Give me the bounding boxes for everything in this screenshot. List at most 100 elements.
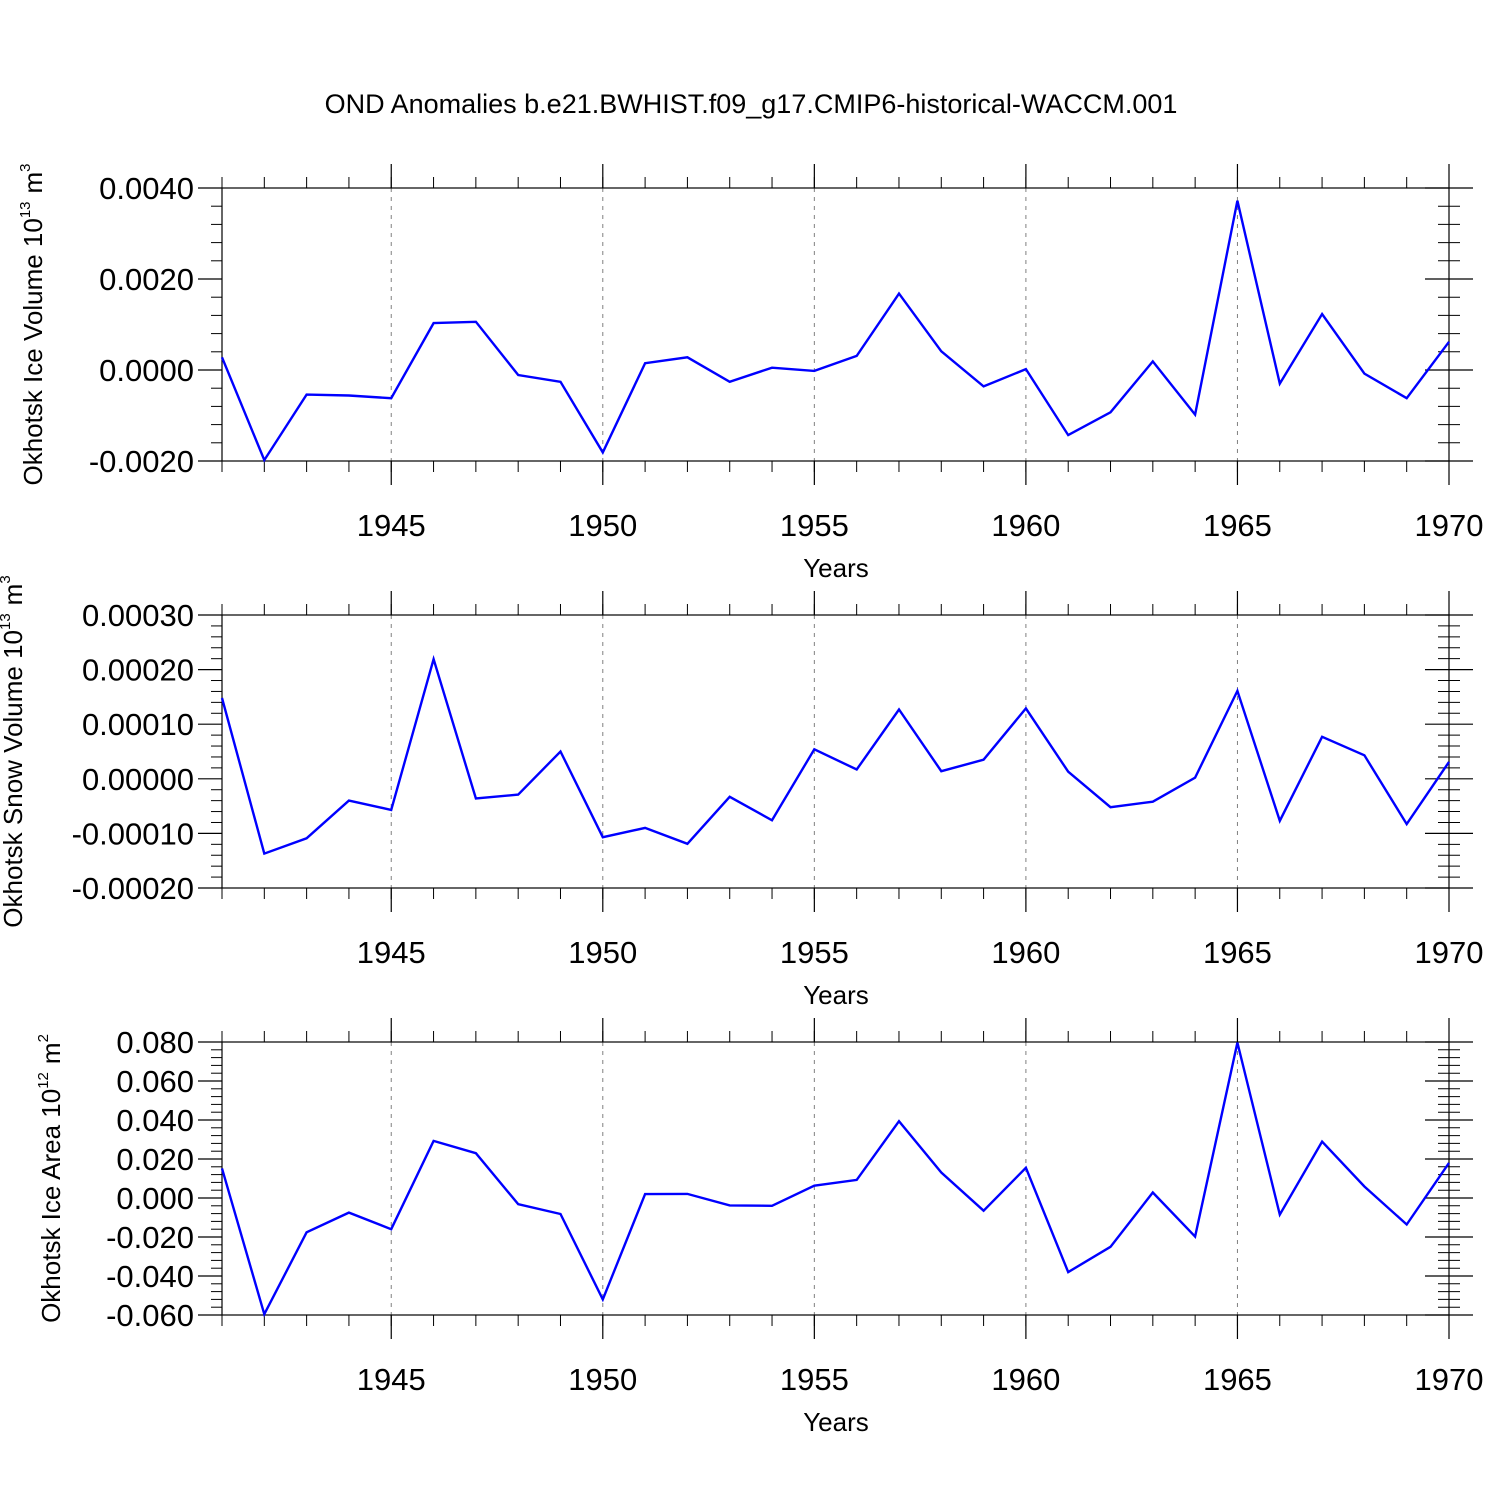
y-axis-title-exponent: 12 <box>35 1072 52 1089</box>
data-point <box>728 795 732 799</box>
y-axis-title-exponent: 13 <box>0 613 14 630</box>
data-point <box>1024 367 1028 371</box>
plot-frame <box>221 614 1450 889</box>
y-tick-label: 0.0040 <box>99 171 194 206</box>
data-point <box>1278 382 1282 386</box>
data-point <box>1151 1191 1155 1195</box>
data-point <box>939 1170 943 1174</box>
y-tick-label: 0.060 <box>116 1064 194 1099</box>
data-point <box>389 808 393 812</box>
x-tick-label: 1955 <box>780 508 849 543</box>
data-point <box>432 1139 436 1143</box>
data-point <box>897 707 901 711</box>
x-axis-title: Years <box>803 980 869 1010</box>
data-point <box>855 1178 859 1182</box>
data-point <box>474 796 478 800</box>
y-tick-label: 0.0000 <box>99 353 194 388</box>
data-point <box>728 380 732 384</box>
data-point <box>220 1166 224 1170</box>
data-point <box>643 1192 647 1196</box>
data-point <box>1278 819 1282 823</box>
x-tick-label: 1960 <box>991 935 1060 970</box>
data-point <box>939 769 943 773</box>
data-point <box>220 355 224 359</box>
y-tick-label: 0.080 <box>116 1025 194 1060</box>
y-axis-title-unit-exponent: 3 <box>17 163 34 171</box>
x-tick-label: 1970 <box>1415 508 1484 543</box>
data-point <box>1066 1270 1070 1274</box>
data-point <box>1066 433 1070 437</box>
data-point <box>305 393 309 397</box>
y-tick-label: -0.060 <box>106 1298 194 1333</box>
data-point <box>685 1192 689 1196</box>
x-tick-label: 1945 <box>357 508 426 543</box>
data-point <box>305 1230 309 1234</box>
x-tick-label: 1945 <box>357 935 426 970</box>
data-point <box>812 1184 816 1188</box>
data-point <box>558 1212 562 1216</box>
x-tick-label: 1955 <box>780 935 849 970</box>
y-axis-title-unit: m <box>18 172 48 194</box>
plot-frame <box>221 1041 1450 1316</box>
y-tick-label: 0.040 <box>116 1103 194 1138</box>
chart-title: OND Anomalies b.e21.BWHIST.f09_g17.CMIP6… <box>325 89 1178 119</box>
plot-frame <box>221 187 1450 462</box>
data-point <box>1447 1161 1451 1165</box>
y-tick-label: 0.00010 <box>82 707 194 742</box>
data-point <box>389 1227 393 1231</box>
data-point <box>262 458 266 462</box>
x-tick-label: 1960 <box>991 508 1060 543</box>
data-point <box>601 1297 605 1301</box>
data-point <box>897 1119 901 1123</box>
data-point <box>1405 822 1409 826</box>
data-point <box>770 1204 774 1208</box>
data-point <box>474 1151 478 1155</box>
x-tick-label: 1955 <box>780 1362 849 1397</box>
data-point <box>685 355 689 359</box>
y-axis-title-unit: m <box>36 1042 66 1064</box>
data-point <box>1362 1184 1366 1188</box>
data-point <box>1066 770 1070 774</box>
data-point <box>601 835 605 839</box>
data-point <box>516 373 520 377</box>
y-tick-label: 0.0020 <box>99 262 194 297</box>
y-tick-label: 0.00030 <box>82 598 194 633</box>
panel-1: 1945 1950 1955 1960 1965 1970 Years -0.0020 0.00… <box>17 163 1483 583</box>
data-point <box>855 354 859 358</box>
y-tick-label: 0.020 <box>116 1142 194 1177</box>
data-point <box>558 750 562 754</box>
data-point <box>262 1312 266 1316</box>
data-point <box>1320 312 1324 316</box>
y-tick-label: 0.000 <box>116 1181 194 1216</box>
x-tick-label: 1950 <box>568 508 637 543</box>
data-point <box>1447 340 1451 344</box>
data-point <box>1193 1235 1197 1239</box>
y-axis-title-text: Okhotsk Ice Area 10 <box>36 1089 66 1323</box>
data-point <box>1362 753 1366 757</box>
data-point <box>1405 1223 1409 1227</box>
data-point <box>770 818 774 822</box>
data-point <box>1320 1140 1324 1144</box>
y-tick-label: -0.0020 <box>89 444 194 479</box>
y-axis-title: Okhotsk Snow Volume 1013 m3 <box>0 575 28 927</box>
y-axis-title-exponent: 13 <box>17 201 34 218</box>
data-point <box>601 450 605 454</box>
data-point <box>770 366 774 370</box>
data-point <box>1193 776 1197 780</box>
panel-3: 1945 1950 1955 1960 1965 1970 Years -0.060 -0.04… <box>35 1018 1483 1437</box>
data-point <box>982 1209 986 1213</box>
y-tick-label: -0.00020 <box>72 871 194 906</box>
x-tick-label: 1965 <box>1203 935 1272 970</box>
data-point <box>643 826 647 830</box>
data-point <box>347 799 351 803</box>
data-point <box>643 361 647 365</box>
y-tick-label: -0.00010 <box>72 816 194 851</box>
x-tick-label: 1970 <box>1415 935 1484 970</box>
data-point <box>685 842 689 846</box>
data-point <box>1278 1213 1282 1217</box>
data-point <box>432 657 436 661</box>
data-point <box>1024 1166 1028 1170</box>
data-point <box>1109 1245 1113 1249</box>
data-point <box>1235 1041 1239 1045</box>
data-point <box>1109 410 1113 414</box>
